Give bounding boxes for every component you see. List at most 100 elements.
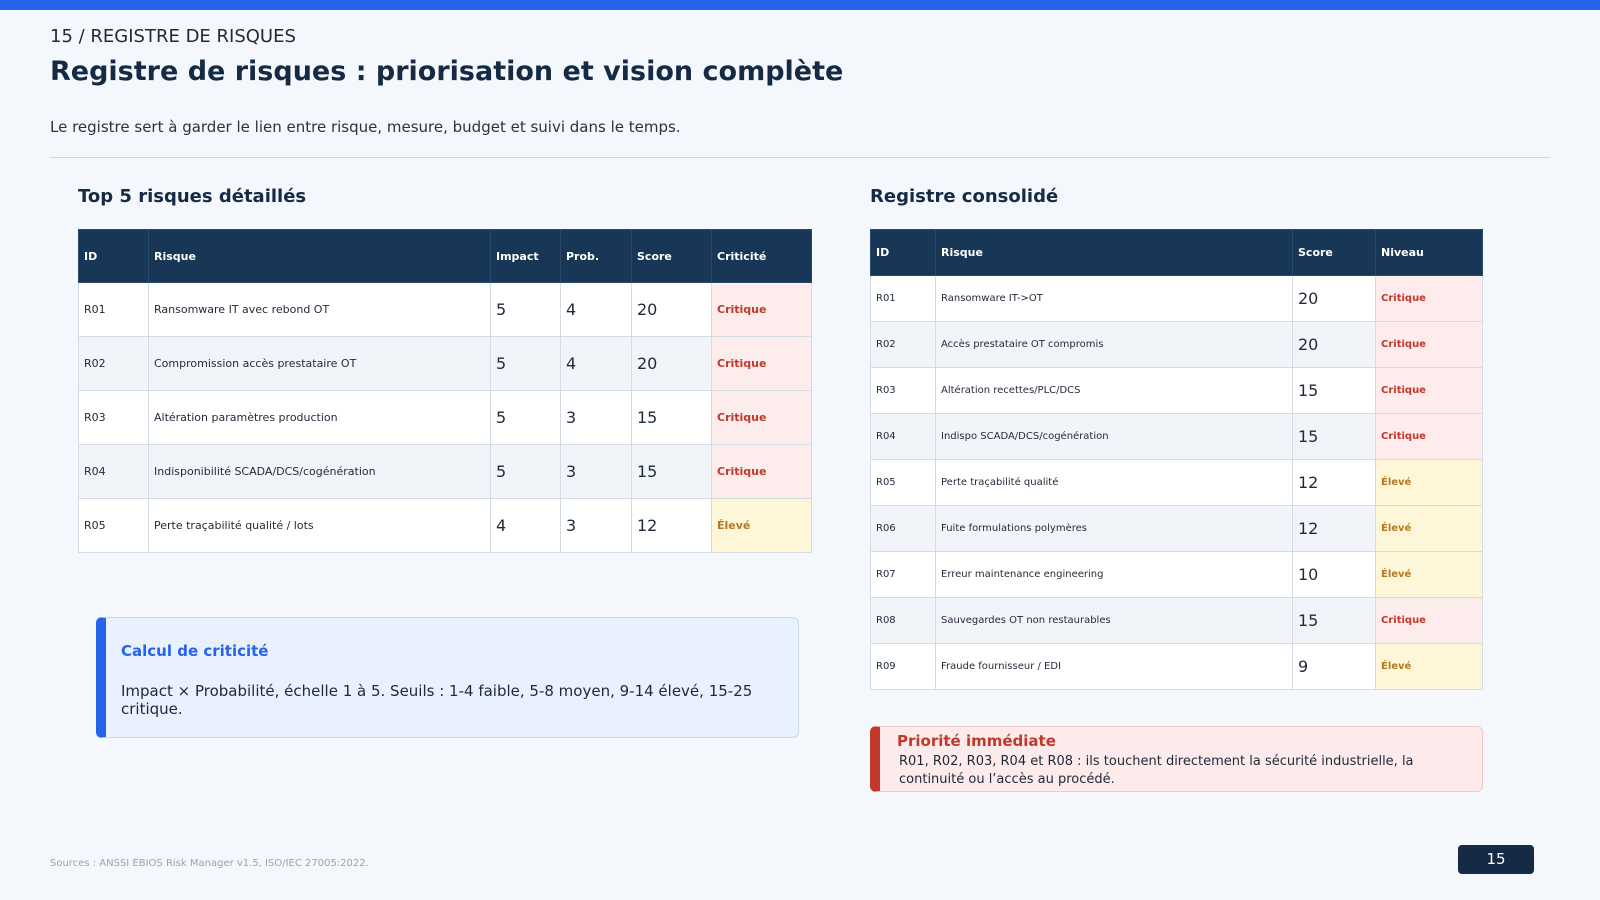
table-cell: Indisponibilité SCADA/DCS/cogénération xyxy=(148,444,491,499)
table-cell: Altération paramètres production xyxy=(148,390,491,445)
table-cell: 20 xyxy=(631,282,712,337)
divider xyxy=(50,157,1550,158)
column-header: ID xyxy=(870,229,936,276)
table-cell: R07 xyxy=(870,551,936,598)
column-header: Risque xyxy=(935,229,1293,276)
table-cell: 15 xyxy=(1292,413,1376,460)
column-header: Niveau xyxy=(1375,229,1483,276)
table-cell: 5 xyxy=(490,336,561,391)
table-cell: Élevé xyxy=(711,498,812,553)
table-cell: 9 xyxy=(1292,643,1376,690)
kicker: 15 / REGISTRE DE RISQUES xyxy=(50,26,296,47)
table-cell: 3 xyxy=(560,498,632,553)
table-cell: Altération recettes/PLC/DCS xyxy=(935,367,1293,414)
callout-text: Impact × Probabilité, échelle 1 à 5. Seu… xyxy=(121,682,753,718)
top5-table: ID Risque Impact Prob. Score Criticité R01 Rans… xyxy=(78,229,812,553)
table-cell: 3 xyxy=(560,390,632,445)
table-cell: Critique xyxy=(1375,321,1483,368)
table-cell: 4 xyxy=(490,498,561,553)
priority-text: R01, R02, R03, R04 et R08 : ils touchent… xyxy=(899,754,1414,787)
table-cell: 15 xyxy=(1292,367,1376,414)
table-cell: Critique xyxy=(1375,413,1483,460)
table-cell: Critique xyxy=(1375,597,1483,644)
table-cell: 20 xyxy=(631,336,712,391)
table-cell: Fraude fournisseur / EDI xyxy=(935,643,1293,690)
column-header: Risque xyxy=(148,229,491,283)
table-cell: 12 xyxy=(1292,459,1376,506)
table-cell: R01 xyxy=(78,282,149,337)
table-cell: R01 xyxy=(870,275,936,322)
table-row: R01 Ransomware IT avec rebond OT 5 4 20 Criti… xyxy=(78,282,812,337)
table-cell: 20 xyxy=(1292,321,1376,368)
table-row: R01 Ransomware IT->OT 20 Critique xyxy=(870,275,1483,322)
table-cell: 15 xyxy=(1292,597,1376,644)
column-header: Impact xyxy=(490,229,561,283)
table-cell: 12 xyxy=(1292,505,1376,552)
table-cell: 12 xyxy=(631,498,712,553)
table-cell: R03 xyxy=(78,390,149,445)
callout: Calcul de criticité Impact × Probabilité… xyxy=(96,617,799,738)
table-cell: Critique xyxy=(711,336,812,391)
table-row: R08 Sauvegardes OT non restaurables 15 Crit… xyxy=(870,597,1483,644)
table-cell: R08 xyxy=(870,597,936,644)
table-cell: 5 xyxy=(490,390,561,445)
table-cell: R09 xyxy=(870,643,936,690)
registry-table: ID Risque Score Niveau R01 Ransomware IT->OT 2… xyxy=(870,229,1483,690)
table-cell: 3 xyxy=(560,444,632,499)
column-header: ID xyxy=(78,229,149,283)
table-cell: 20 xyxy=(1292,275,1376,322)
title: Registre de risques : priorisation et vi… xyxy=(50,56,844,87)
table-cell: 15 xyxy=(631,444,712,499)
table-cell: Sauvegardes OT non restaurables xyxy=(935,597,1293,644)
table-row: R02 Accès prestataire OT compromis 20 Criti… xyxy=(870,321,1483,368)
table-row: R04 Indispo SCADA/DCS/cogénération 15 Criti… xyxy=(870,413,1483,460)
table-cell: 15 xyxy=(631,390,712,445)
table-cell: R03 xyxy=(870,367,936,414)
table-cell: 5 xyxy=(490,282,561,337)
table-cell: 4 xyxy=(560,282,632,337)
table-cell: Élevé xyxy=(1375,551,1483,598)
page-number: 15 xyxy=(1458,845,1534,874)
table-cell: Critique xyxy=(711,390,812,445)
table-cell: Erreur maintenance engineering xyxy=(935,551,1293,598)
sources: Sources : ANSSI EBIOS Risk Manager v1.5,… xyxy=(50,858,369,869)
table-cell: R02 xyxy=(870,321,936,368)
table-cell: R06 xyxy=(870,505,936,552)
table-cell: R05 xyxy=(870,459,936,506)
table-row: R05 Perte traçabilité qualité / lots 4 3 12 É… xyxy=(78,498,812,553)
header-row: ID Risque Impact Prob. Score Criticité xyxy=(78,229,812,283)
table-cell: Élevé xyxy=(1375,505,1483,552)
table-cell: 10 xyxy=(1292,551,1376,598)
priority-box: Priorité immédiate R01, R02, R03, R04 et… xyxy=(870,726,1483,792)
table-row: R05 Perte traçabilité qualité 12 Élevé xyxy=(870,459,1483,506)
table-cell: R05 xyxy=(78,498,149,553)
table-row: R03 Altération recettes/PLC/DCS 15 Critique xyxy=(870,367,1483,414)
table-cell: Critique xyxy=(711,282,812,337)
table-cell: R02 xyxy=(78,336,149,391)
table-cell: Critique xyxy=(711,444,812,499)
section-title: Top 5 risques détaillés xyxy=(78,186,307,207)
column-header: Prob. xyxy=(560,229,632,283)
table-cell: R04 xyxy=(78,444,149,499)
table-cell: Perte traçabilité qualité / lots xyxy=(148,498,491,553)
table-cell: Critique xyxy=(1375,275,1483,322)
callout-title: Calcul de criticité xyxy=(121,642,269,660)
table-cell: Ransomware IT avec rebond OT xyxy=(148,282,491,337)
header-row: ID Risque Score Niveau xyxy=(870,229,1483,276)
column-header: Criticité xyxy=(711,229,812,283)
table-cell: R04 xyxy=(870,413,936,460)
table-row: R02 Compromission accès prestataire OT 5 4 2… xyxy=(78,336,812,391)
table-cell: Élevé xyxy=(1375,459,1483,506)
table-cell: Ransomware IT->OT xyxy=(935,275,1293,322)
subtitle: Le registre sert à garder le lien entre … xyxy=(50,118,681,136)
column-header: Score xyxy=(1292,229,1376,276)
table-cell: 4 xyxy=(560,336,632,391)
table-row: R09 Fraude fournisseur / EDI 9 Élevé xyxy=(870,643,1483,690)
table-cell: Élevé xyxy=(1375,643,1483,690)
table-cell: Fuite formulations polymères xyxy=(935,505,1293,552)
priority-title: Priorité immédiate xyxy=(897,732,1056,750)
table-cell: Critique xyxy=(1375,367,1483,414)
table-row: R06 Fuite formulations polymères 12 Élevé xyxy=(870,505,1483,552)
